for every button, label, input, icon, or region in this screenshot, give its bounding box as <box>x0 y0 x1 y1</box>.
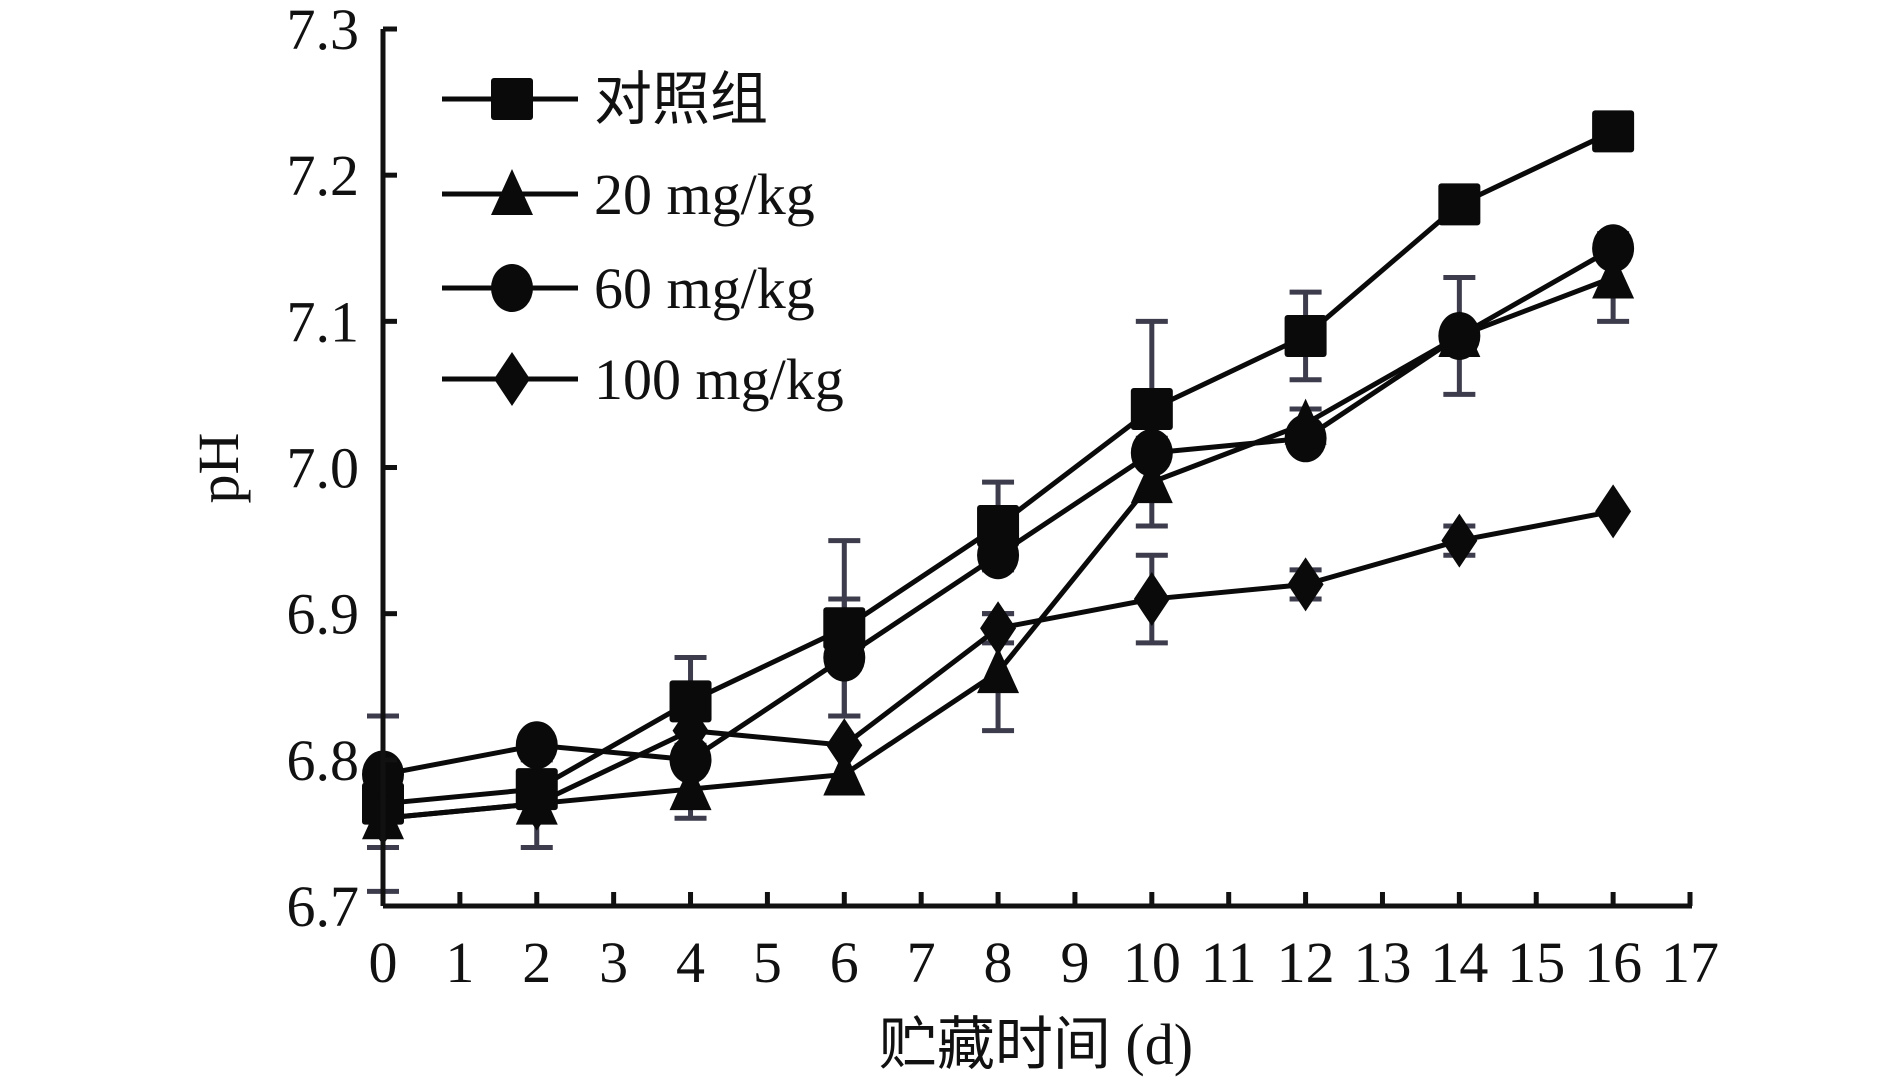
x-tick-label: 10 <box>1123 930 1181 995</box>
x-tick-label: 3 <box>599 930 628 995</box>
x-tick-label: 6 <box>830 930 859 995</box>
legend-label: 20 mg/kg <box>594 162 815 227</box>
y-tick-label: 7.2 <box>287 143 360 208</box>
legend-item: 对照组 <box>442 67 768 132</box>
data-point-diamond <box>826 718 863 773</box>
data-point-circle <box>1284 414 1327 463</box>
x-tick-label: 13 <box>1353 930 1411 995</box>
legend-item: 60 mg/kg <box>442 256 815 321</box>
x-tick-label: 12 <box>1277 930 1335 995</box>
data-point-triangle <box>1130 457 1173 504</box>
data-point-diamond <box>672 703 709 758</box>
data-point-square <box>1130 388 1173 431</box>
data-point-diamond <box>1133 572 1170 627</box>
y-tick-label: 6.7 <box>287 874 360 939</box>
x-tick-label: 15 <box>1507 930 1565 995</box>
data-point-triangle <box>823 749 866 796</box>
data-point-diamond <box>518 776 555 831</box>
legend-marker-square <box>491 78 533 120</box>
y-tick-label: 6.9 <box>287 582 360 647</box>
legend-marker-diamond <box>494 352 530 406</box>
data-point-circle <box>515 721 558 770</box>
data-point-square <box>1284 314 1327 357</box>
data-point-diamond <box>1441 513 1478 568</box>
data-point-triangle <box>1592 252 1635 299</box>
x-tick-label: 11 <box>1201 930 1257 995</box>
x-tick-label: 9 <box>1060 930 1089 995</box>
data-point-triangle <box>977 647 1020 694</box>
x-tick-label: 0 <box>369 930 398 995</box>
data-point-square <box>669 680 712 723</box>
x-tick-label: 8 <box>984 930 1013 995</box>
legend-label: 100 mg/kg <box>594 347 844 412</box>
data-point-circle <box>669 735 712 784</box>
x-axis-title: 贮藏时间 (d) <box>879 1012 1193 1077</box>
axes: 6.76.86.97.07.17.27.30 1 2 3 4 5 6 7 8 9 10 11 12 13 1… <box>287 0 1720 995</box>
y-tick-label: 7.1 <box>287 289 360 354</box>
x-tick-label: 16 <box>1584 930 1642 995</box>
data-point-circle <box>1130 428 1173 477</box>
y-axis-title: pH <box>186 433 251 504</box>
x-tick-label: 7 <box>907 930 936 995</box>
data-point-triangle <box>669 764 712 811</box>
data-point-diamond <box>1595 484 1632 539</box>
x-tick-label: 4 <box>676 930 705 995</box>
data-point-square <box>1592 110 1635 153</box>
data-point-circle <box>1592 224 1635 273</box>
x-tick-label: 5 <box>753 930 782 995</box>
legend-label: 60 mg/kg <box>594 256 815 321</box>
legend-marker-triangle <box>491 169 533 215</box>
y-tick-label: 7.3 <box>287 0 360 62</box>
data-point-circle <box>977 531 1020 580</box>
x-tick-label: 2 <box>522 930 551 995</box>
data-point-circle <box>823 633 866 682</box>
x-tick-label: 1 <box>445 930 474 995</box>
y-tick-label: 6.8 <box>287 728 360 793</box>
x-tick-label: 14 <box>1430 930 1488 995</box>
legend-marker-circle <box>491 264 533 312</box>
series-markers <box>362 110 1635 846</box>
data-point-diamond <box>980 601 1017 656</box>
data-point-circle <box>1438 311 1481 360</box>
legend: 对照组 20 mg/kg 60 mg/kg 100 mg/kg <box>442 67 844 412</box>
data-point-diamond <box>1287 557 1324 612</box>
y-tick-label: 7.0 <box>287 436 360 501</box>
legend-item: 100 mg/kg <box>442 347 844 412</box>
legend-item: 20 mg/kg <box>442 162 815 227</box>
legend-label: 对照组 <box>594 67 768 132</box>
data-point-square <box>1438 183 1481 226</box>
x-tick-label: 17 <box>1661 930 1719 995</box>
